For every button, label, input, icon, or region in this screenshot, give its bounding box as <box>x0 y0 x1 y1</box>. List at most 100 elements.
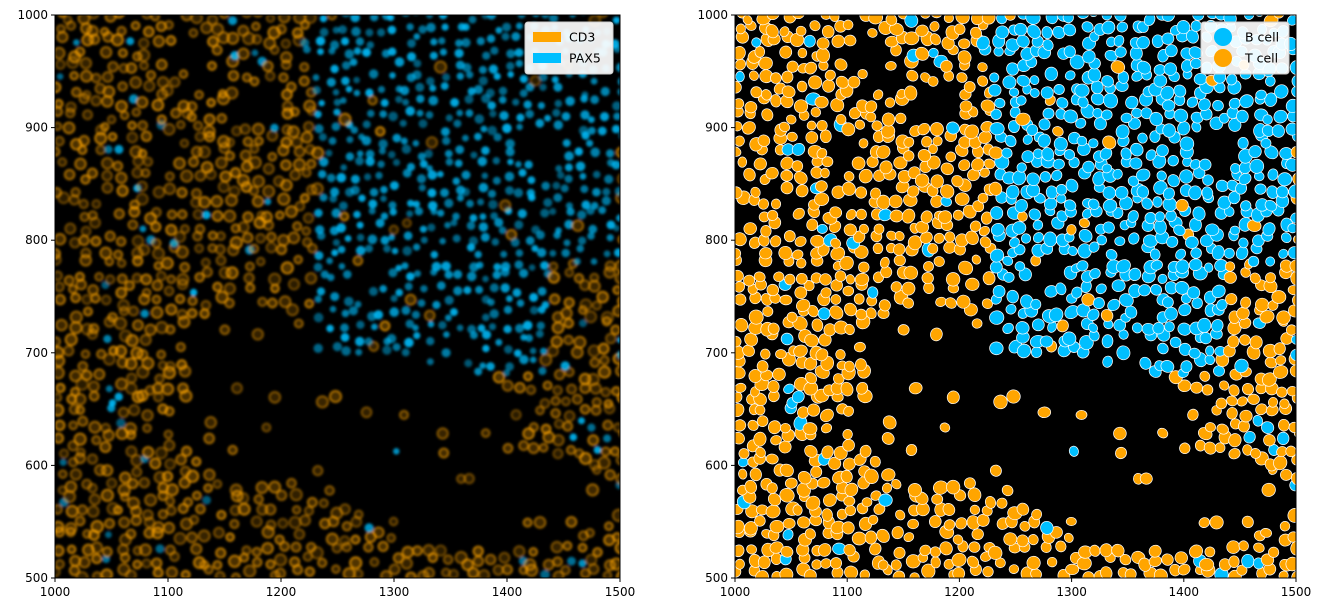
cd3-signal <box>280 38 291 49</box>
cd3-signal <box>539 353 553 367</box>
pax5-signal <box>587 232 595 240</box>
cd3-signal <box>550 335 563 348</box>
b-cell-mask <box>1008 237 1020 248</box>
b-cell-mask <box>1151 34 1164 48</box>
t-cell-mask <box>854 358 867 372</box>
cd3-signal <box>73 432 87 446</box>
pax5-signal <box>341 76 350 86</box>
pax5-signal <box>402 246 413 256</box>
t-cell-mask <box>955 15 970 24</box>
cd3-signal <box>203 483 213 493</box>
t-cell-mask <box>811 318 824 332</box>
y-tick-label: 700 <box>705 346 728 360</box>
cd3-signal <box>245 282 256 293</box>
t-cell-mask <box>829 206 843 219</box>
pax5-signal <box>341 309 350 318</box>
cd3-signal <box>117 299 130 312</box>
cd3-signal <box>138 37 150 49</box>
cd3-signal <box>615 365 620 377</box>
cd3-signal <box>300 131 313 144</box>
cd3-signal <box>522 517 533 528</box>
cd3-signal <box>434 544 447 557</box>
t-cell-mask <box>873 223 885 235</box>
cd3-signal <box>87 284 99 296</box>
x-tick-label: 1200 <box>944 585 975 599</box>
cd3-signal <box>367 95 378 106</box>
cd3-signal <box>251 328 264 341</box>
cd3-signal <box>229 236 243 250</box>
pax5-signal <box>368 286 378 296</box>
pax5-signal <box>412 70 422 80</box>
t-cell-mask <box>915 46 930 61</box>
b-cell-mask <box>1201 186 1214 200</box>
cd3-signal <box>274 567 286 578</box>
b-cell-mask <box>1145 149 1157 161</box>
cd3-signal <box>173 157 186 170</box>
pax5-signal <box>430 250 439 259</box>
cd3-signal <box>55 432 64 444</box>
t-cell-mask <box>868 15 884 25</box>
cd3-signal <box>241 15 252 19</box>
cd3-signal <box>129 199 140 210</box>
cd3-signal <box>165 324 176 335</box>
t-cell-mask <box>977 192 989 204</box>
pax5-signal <box>529 292 539 302</box>
t-cell-mask <box>793 344 808 358</box>
t-cell-mask <box>835 75 849 89</box>
pax5-signal <box>590 258 598 265</box>
cd3-signal <box>56 31 69 43</box>
cd3-signal <box>177 209 188 220</box>
cd3-signal <box>140 273 152 286</box>
cd3-signal <box>405 571 417 578</box>
t-cell-mask <box>761 108 774 122</box>
pax5-signal <box>59 458 67 466</box>
t-cell-mask <box>903 31 920 46</box>
pax5-signal <box>401 262 409 270</box>
cd3-signal <box>262 60 274 72</box>
cd3-signal <box>542 380 553 391</box>
t-cell-mask <box>1056 319 1069 333</box>
b-cell-mask <box>1002 75 1017 90</box>
t-cell-mask <box>983 158 996 170</box>
b-cell-mask <box>1180 360 1193 373</box>
b-cell-mask <box>803 34 816 48</box>
t-cell-mask <box>1148 544 1162 558</box>
cd3-signal <box>263 37 276 50</box>
b-cell-mask <box>1240 200 1252 212</box>
cd3-signal <box>615 454 620 466</box>
t-cell-mask <box>735 135 745 147</box>
cd3-signal <box>216 113 227 124</box>
t-cell-mask <box>1214 442 1226 454</box>
cd3-signal <box>204 416 217 429</box>
cd3-signal <box>261 542 274 555</box>
pax5-signal <box>413 243 421 251</box>
cd3-signal <box>152 186 166 199</box>
cd3-signal <box>55 99 64 109</box>
pax5-signal <box>566 207 575 216</box>
t-cell-mask <box>792 207 805 220</box>
pax5-signal <box>406 210 414 218</box>
t-cell-mask <box>906 69 919 82</box>
pax5-signal <box>379 110 388 118</box>
t-cell-mask <box>766 15 780 21</box>
pax5-signal <box>560 361 570 371</box>
cd3-signal <box>325 532 339 546</box>
pax5-signal <box>350 15 360 23</box>
t-cell-mask <box>902 297 914 309</box>
t-cell-mask <box>958 260 974 276</box>
pax5-signal <box>495 26 503 34</box>
cd3-signal <box>165 171 175 182</box>
pax5-signal <box>73 39 80 46</box>
pax5-signal <box>365 244 373 253</box>
cd3-signal <box>91 553 102 565</box>
t-cell-mask <box>1271 290 1287 304</box>
t-cell-mask <box>891 478 902 490</box>
t-cell-mask <box>758 198 769 210</box>
b-cell-mask <box>1291 74 1296 89</box>
pax5-signal <box>604 174 614 184</box>
cd3-signal <box>139 543 152 557</box>
cd3-signal <box>492 564 504 576</box>
pax5-signal <box>537 287 547 296</box>
t-cell-mask <box>754 515 766 527</box>
